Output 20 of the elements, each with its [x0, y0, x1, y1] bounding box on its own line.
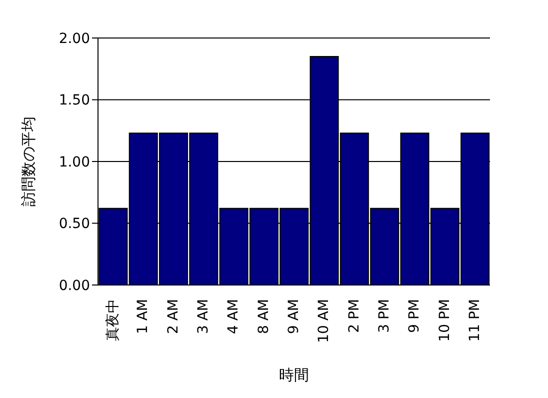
y-tick-label: 1.00: [58, 154, 90, 170]
y-axis-title: 訪問数の平均: [19, 116, 38, 206]
y-tick-label: 2.00: [58, 30, 90, 47]
x-tick-label: 1 AM: [135, 299, 152, 334]
y-tick-label: 0.00: [58, 278, 90, 294]
x-tick-label: 8 AM: [256, 299, 272, 334]
x-tick-label: 9 AM: [286, 299, 302, 334]
x-tick-label: 4 AM: [226, 299, 242, 334]
x-tick-label: 9 PM: [406, 299, 423, 333]
y-tick-label: 0.50: [58, 216, 90, 232]
x-tick-label: 2 PM: [346, 299, 362, 333]
x-tick-label: 3 PM: [376, 299, 392, 333]
x-tick-label: 10 PM: [436, 299, 453, 342]
x-axis-title: 時間: [279, 366, 309, 384]
x-tick-label: 真夜中: [105, 299, 122, 341]
x-tick-label: 2 AM: [165, 299, 182, 334]
x-tick-label: 11 PM: [466, 299, 483, 342]
x-tick-label: 10 AM: [316, 299, 332, 343]
y-tick-label: 1.50: [58, 92, 90, 109]
x-tick-label: 3 AM: [196, 299, 212, 334]
